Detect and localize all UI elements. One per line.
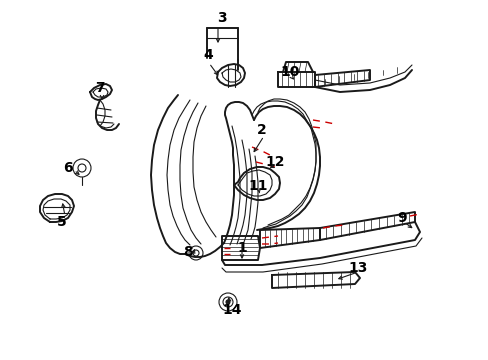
Text: 2: 2 xyxy=(257,123,266,137)
Text: 13: 13 xyxy=(347,261,367,275)
Circle shape xyxy=(225,300,229,304)
Text: 8: 8 xyxy=(183,245,192,259)
Text: 5: 5 xyxy=(57,215,67,229)
Text: 14: 14 xyxy=(222,303,241,317)
Text: 9: 9 xyxy=(396,211,406,225)
Text: 12: 12 xyxy=(264,155,284,169)
Text: 10: 10 xyxy=(280,65,299,79)
Text: 1: 1 xyxy=(237,241,246,255)
Text: 7: 7 xyxy=(95,81,104,95)
Text: 6: 6 xyxy=(63,161,73,175)
Text: 4: 4 xyxy=(203,48,212,62)
Text: 3: 3 xyxy=(217,11,226,25)
Text: 11: 11 xyxy=(248,179,267,193)
